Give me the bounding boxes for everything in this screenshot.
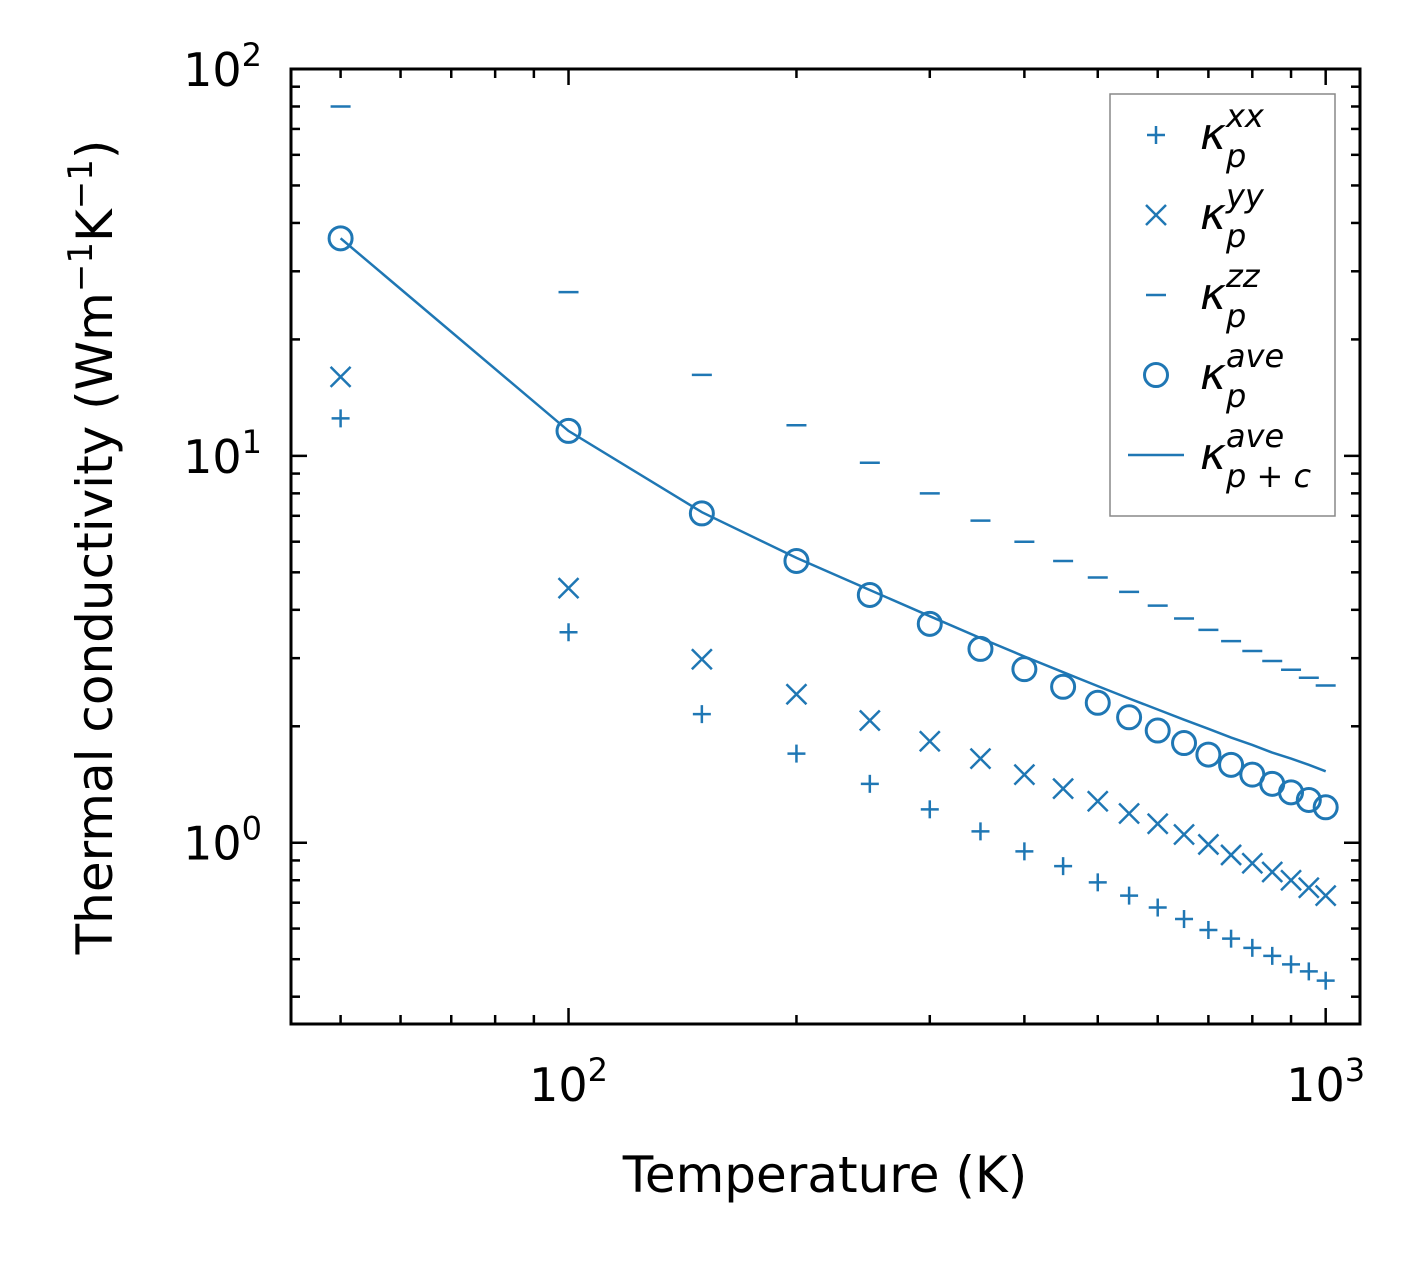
point-kappa_p_xx <box>1299 962 1318 981</box>
point-kappa_p_xx <box>1199 920 1218 939</box>
point-kappa_p_xx <box>860 774 879 793</box>
tick-labels: 102 103 100 101 102 <box>183 36 1365 1112</box>
point-kappa_p_yy <box>1173 823 1195 846</box>
point-kappa_p_yy <box>1280 869 1302 892</box>
point-kappa_p_xx <box>1120 886 1139 905</box>
point-kappa_p_ave <box>1116 704 1143 731</box>
legend-marker-swatch <box>1147 126 1165 144</box>
point-kappa_p_xx <box>1015 842 1034 861</box>
legend-label: κave p + c <box>1200 417 1311 495</box>
plot-series <box>327 105 1339 990</box>
y-tick-label: 100 <box>183 810 262 871</box>
point-kappa_p_xx <box>1054 857 1073 876</box>
point-kappa_p_yy <box>329 366 352 388</box>
point-kappa_p_ave <box>1144 717 1171 744</box>
point-kappa_p_xx <box>1222 929 1241 948</box>
point-kappa_p_ave <box>916 610 943 637</box>
legend-entry-kappa_p_zz: κzz p <box>1146 257 1261 335</box>
legend-box <box>1109 93 1336 517</box>
point-kappa_p_yy <box>918 730 941 753</box>
point-kappa_p_yy <box>1086 790 1109 813</box>
plot-frame <box>289 67 1362 1026</box>
x-tick-label: 103 <box>1286 1051 1365 1112</box>
legend-marker-swatch <box>1143 362 1169 388</box>
point-kappa_p_ave <box>555 417 582 444</box>
point-kappa_p_yy <box>1297 876 1320 899</box>
point-kappa_p_yy <box>557 577 580 600</box>
series-kappa_p_yy <box>329 366 1337 907</box>
point-kappa_p_ave <box>1312 794 1339 821</box>
legend-label: κyy p <box>1200 177 1265 255</box>
point-kappa_p_xx <box>1316 971 1335 990</box>
point-kappa_p_xx <box>1282 955 1301 974</box>
point-kappa_p_xx <box>920 800 939 819</box>
series-kappa_p_xx <box>331 409 1335 990</box>
point-kappa_p_yy <box>1314 884 1337 907</box>
point-kappa_p_xx <box>1088 873 1107 892</box>
point-kappa_p_ave <box>783 547 810 574</box>
point-kappa_p_ave <box>688 500 715 527</box>
point-kappa_p_ave <box>1171 730 1198 757</box>
y-tick-label: 101 <box>183 423 262 484</box>
point-kappa_p_yy <box>1241 852 1264 875</box>
point-kappa_p_xx <box>692 705 711 724</box>
point-kappa_p_xx <box>787 744 806 763</box>
point-kappa_p_ave <box>1218 751 1245 778</box>
legend-label: κave p <box>1200 337 1284 415</box>
point-kappa_p_yy <box>1261 861 1284 883</box>
point-kappa_p_ave <box>1295 786 1322 813</box>
y-axis-title: Thermal conductivity (Wm−1K−1) <box>61 140 124 956</box>
point-kappa_p_xx <box>331 409 350 428</box>
point-kappa_p_xx <box>1243 938 1262 957</box>
legend-entry-kappa_p_yy: κyy p <box>1145 177 1265 255</box>
legend-label: κzz p <box>1200 257 1261 335</box>
legend-marker-swatch <box>1145 204 1167 226</box>
point-kappa_p_xx <box>1175 910 1194 929</box>
point-kappa_p_yy <box>690 648 713 671</box>
series-line-kappa_pc_ave <box>339 237 1327 773</box>
y-tick-label: 102 <box>183 36 262 97</box>
point-kappa_p_ave <box>327 225 354 252</box>
legend-entry-kappa_p_xx: κxx p <box>1147 97 1265 175</box>
point-kappa_p_yy <box>1197 833 1220 856</box>
point-kappa_p_xx <box>1148 898 1167 917</box>
point-kappa_p_yy <box>1220 844 1242 866</box>
point-kappa_p_yy <box>1118 802 1140 825</box>
point-kappa_p_ave <box>1084 689 1111 716</box>
point-kappa_p_ave <box>1278 779 1305 806</box>
point-kappa_p_yy <box>1013 763 1036 786</box>
point-kappa_p_xx <box>1263 946 1282 965</box>
point-kappa_p_yy <box>858 709 881 732</box>
point-kappa_p_yy <box>1146 812 1169 835</box>
point-kappa_p_ave <box>1195 741 1222 768</box>
point-kappa_p_xx <box>971 822 990 841</box>
point-kappa_p_xx <box>559 623 578 642</box>
legend-label: κxx p <box>1200 97 1265 175</box>
point-kappa_p_yy <box>969 747 992 770</box>
point-kappa_p_yy <box>1052 777 1074 800</box>
legend-entry-kappa_p_ave: κave p <box>1143 337 1284 415</box>
legend-entry-kappa_pc_ave: κave p + c <box>1128 417 1311 495</box>
x-tick-label: 102 <box>529 1051 608 1112</box>
series-kappa_pc_ave <box>339 237 1327 773</box>
series-kappa_p_zz <box>330 105 1336 687</box>
point-kappa_p_ave <box>1050 673 1077 700</box>
point-kappa_p_yy <box>785 683 808 706</box>
x-axis-title: Temperature (K) <box>622 1146 1027 1204</box>
